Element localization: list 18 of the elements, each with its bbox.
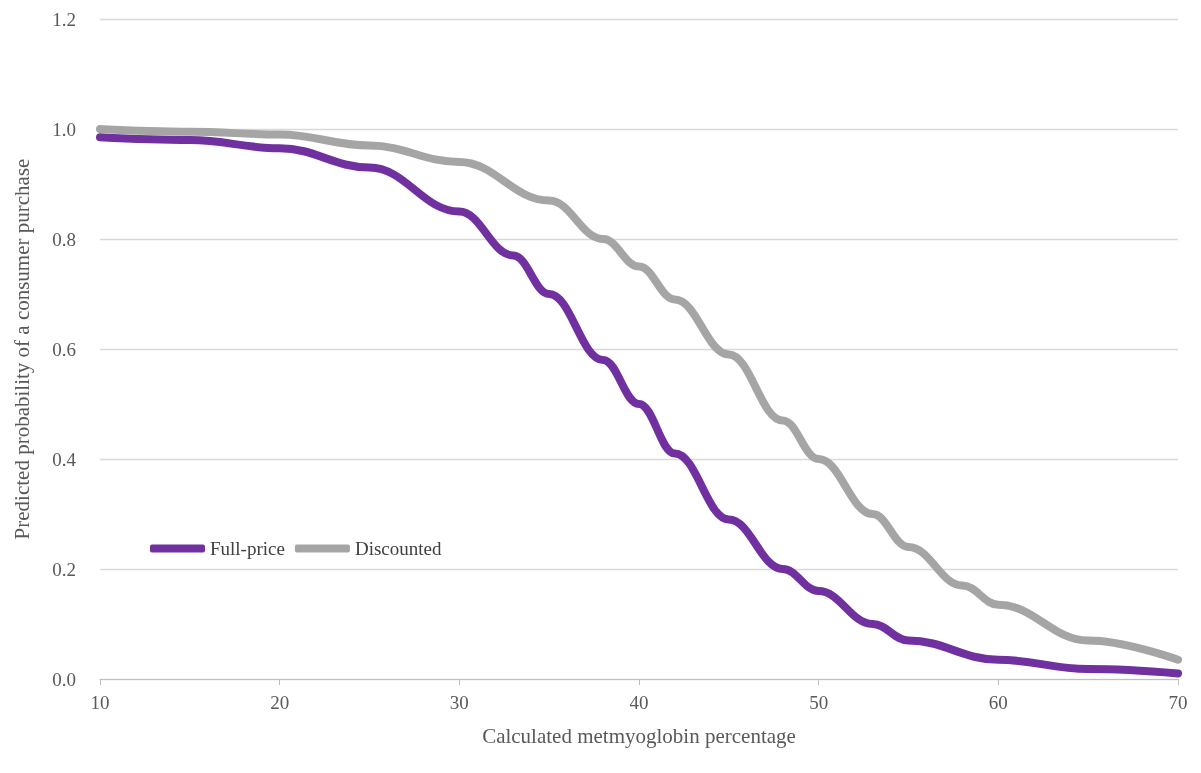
x-tick-label: 10 xyxy=(90,692,110,713)
y-tick-label: 0.6 xyxy=(52,338,76,360)
x-tick-label: 30 xyxy=(449,692,469,713)
x-axis-title: Calculated metmyoglobin percentage xyxy=(482,723,796,748)
legend-label: Discounted xyxy=(354,538,442,559)
x-tick-label: 40 xyxy=(629,692,649,713)
x-tick-label: 50 xyxy=(809,692,829,713)
x-tick-label: 60 xyxy=(988,692,1008,713)
y-tick-label: 0.8 xyxy=(52,228,76,250)
x-tick-label: 70 xyxy=(1168,692,1188,713)
y-tick-label: 1.0 xyxy=(52,118,76,140)
x-tick-label: 20 xyxy=(270,692,290,713)
legend-label: Full-price xyxy=(210,538,285,559)
y-tick-label: 0.2 xyxy=(52,558,76,580)
y-tick-label: 0.4 xyxy=(52,448,77,470)
y-tick-label: 1.2 xyxy=(52,8,76,30)
y-tick-label: 0.0 xyxy=(52,668,76,690)
y-axis-title: Predicted probability of a consumer purchase xyxy=(9,158,34,540)
